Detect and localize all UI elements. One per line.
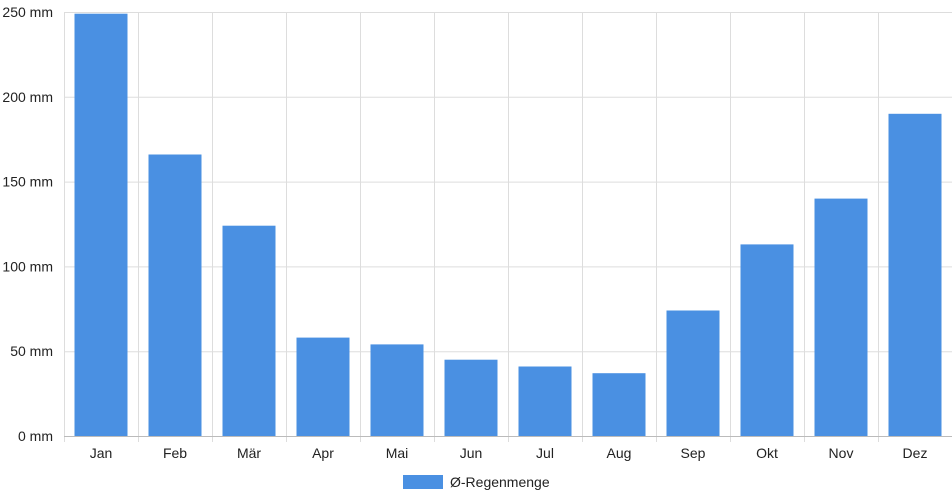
y-tick-label: 100 mm <box>2 258 53 274</box>
bar-Nov[interactable] <box>814 198 868 436</box>
x-tick-label: Mär <box>237 445 261 461</box>
bar-Aug[interactable] <box>592 373 646 436</box>
x-tick-label: Feb <box>163 445 187 461</box>
bar-Jan[interactable] <box>74 13 128 436</box>
bar-Mär[interactable] <box>222 225 276 436</box>
bar-Okt[interactable] <box>740 244 794 436</box>
bar-Apr[interactable] <box>296 337 350 436</box>
legend-swatch <box>403 475 443 489</box>
x-tick-label: Okt <box>756 445 778 461</box>
bars <box>74 13 942 437</box>
bar-Dez[interactable] <box>888 113 942 437</box>
x-tick-label: Jan <box>90 445 113 461</box>
x-tick-label: Aug <box>607 445 632 461</box>
bar-Mai[interactable] <box>370 344 424 436</box>
legend-label: Ø-Regenmenge <box>450 474 550 490</box>
x-tick-label: Nov <box>829 445 854 461</box>
x-tick-label: Jul <box>536 445 554 461</box>
bar-Jul[interactable] <box>518 366 572 437</box>
y-tick-label: 50 mm <box>10 343 53 359</box>
x-tick-label: Jun <box>460 445 483 461</box>
x-tick-label: Dez <box>903 445 928 461</box>
bar-Jun[interactable] <box>444 359 498 436</box>
y-tick-label: 250 mm <box>2 4 53 20</box>
y-tick-label: 150 mm <box>2 174 53 190</box>
x-axis-tick-labels: Jan Feb Mär Apr Mai Jun Jul Aug Sep Okt Nov Dez <box>90 445 928 461</box>
x-tick-label: Sep <box>681 445 706 461</box>
legend[interactable]: Ø-Regenmenge <box>403 474 550 490</box>
y-tick-label: 200 mm <box>2 89 53 105</box>
grid <box>64 12 952 442</box>
x-tick-label: Apr <box>312 445 334 461</box>
x-tick-label: Mai <box>386 445 409 461</box>
y-tick-label: 0 mm <box>18 428 53 444</box>
bar-Feb[interactable] <box>148 154 202 437</box>
bar-Sep[interactable] <box>666 310 720 437</box>
y-axis-tick-labels: 0 mm 50 mm 100 mm 150 mm 200 mm 250 mm <box>2 4 53 444</box>
